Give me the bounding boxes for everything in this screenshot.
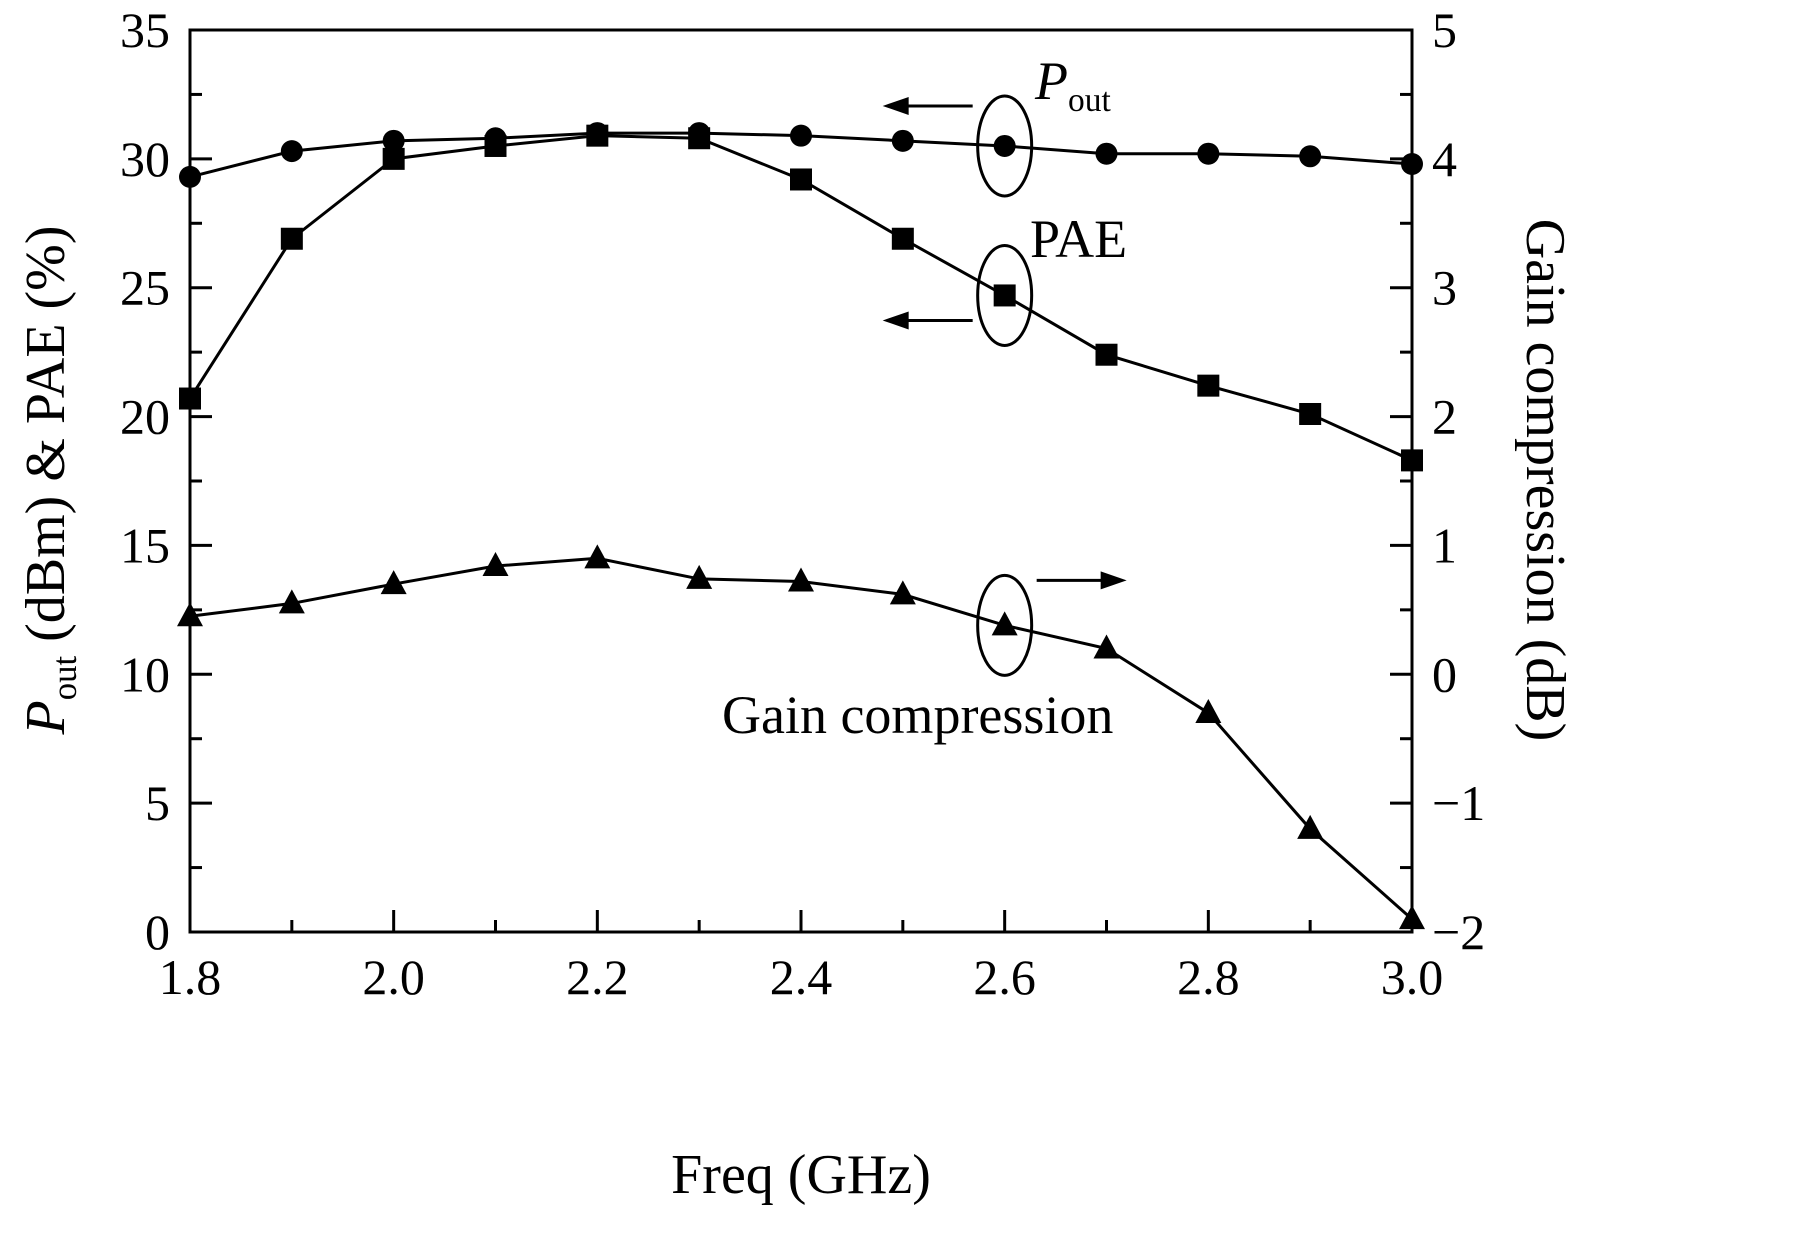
svg-text:−2: −2	[1432, 904, 1485, 960]
annotation-gain-compression: Gain compression	[722, 685, 1114, 745]
marker-circle	[790, 124, 812, 147]
annotation-pae: PAE	[1030, 209, 1128, 269]
y-axis-label-left: Pout (dBm) & PAE (%)	[14, 225, 84, 735]
pout-callout	[882, 94, 1034, 198]
series-gain-compression	[177, 544, 1425, 930]
marker-triangle	[584, 544, 611, 569]
svg-text:2: 2	[1432, 389, 1457, 445]
marker-circle	[1401, 153, 1423, 176]
svg-text:10: 10	[120, 646, 170, 702]
svg-text:0: 0	[1432, 646, 1457, 702]
tick-labels: 1.8 2.0 2.2 2.4 2.6 2.8 3.005101520253035−2−10…	[120, 2, 1485, 1005]
marker-square	[586, 124, 609, 147]
y-left-rest: (dBm) & PAE (%)	[15, 225, 77, 656]
svg-text:30: 30	[120, 131, 170, 187]
marker-circle	[1299, 145, 1322, 168]
marker-square	[688, 127, 711, 150]
svg-text:5: 5	[1432, 2, 1457, 58]
marker-square	[1401, 449, 1423, 472]
marker-circle	[993, 134, 1016, 157]
marker-square	[1197, 374, 1220, 397]
svg-text:5: 5	[145, 775, 170, 831]
axis-ticks	[188, 28, 1414, 934]
marker-circle	[382, 129, 405, 152]
marker-square	[1095, 343, 1118, 366]
marker-circle	[179, 165, 201, 188]
marker-triangle	[1195, 698, 1222, 723]
y-left-subscript: out	[45, 655, 85, 701]
svg-text:3.0: 3.0	[1381, 949, 1444, 1005]
marker-triangle	[889, 580, 916, 605]
plot-frame	[188, 28, 1414, 934]
marker-circle	[1095, 142, 1118, 165]
svg-text:20: 20	[120, 389, 170, 445]
svg-text:2.8: 2.8	[1177, 949, 1240, 1005]
marker-square	[1299, 402, 1322, 425]
svg-text:2.6: 2.6	[973, 949, 1036, 1005]
marker-triangle	[991, 611, 1018, 636]
marker-square	[280, 227, 303, 250]
svg-text:15: 15	[120, 517, 170, 573]
marker-circle	[1197, 142, 1220, 165]
y-left-symbol: P	[15, 700, 77, 735]
marker-square	[790, 168, 812, 191]
annotation-pout-symbol: P	[1035, 51, 1068, 111]
marker-triangle	[788, 567, 814, 592]
series-pae	[179, 124, 1423, 472]
pae-callout	[882, 243, 1034, 347]
marker-triangle	[686, 564, 713, 589]
marker-square	[993, 284, 1016, 307]
svg-text:3: 3	[1432, 260, 1457, 316]
marker-square	[484, 134, 507, 157]
arrow-right-icon	[1100, 571, 1127, 590]
marker-circle	[280, 140, 303, 163]
svg-text:35: 35	[120, 2, 170, 58]
marker-circle	[891, 129, 914, 152]
marker-triangle	[278, 589, 305, 614]
marker-square	[891, 227, 914, 250]
x-axis-label: Freq (GHz)	[671, 1144, 931, 1206]
marker-square	[382, 147, 405, 170]
annotation-pout-subscript: out	[1068, 81, 1111, 119]
svg-text:0: 0	[145, 904, 170, 960]
svg-text:1: 1	[1432, 517, 1457, 573]
marker-square	[179, 387, 201, 410]
marker-triangle	[177, 602, 203, 627]
svg-text:−1: −1	[1432, 775, 1485, 831]
arrow-left-icon	[882, 96, 909, 115]
svg-text:2.4: 2.4	[770, 949, 833, 1005]
svg-text:4: 4	[1432, 131, 1457, 187]
marker-triangle	[1297, 814, 1324, 839]
y-axis-label-right: Gain compression (dB)	[1514, 218, 1576, 742]
marker-triangle	[1399, 905, 1425, 930]
svg-text:2.0: 2.0	[362, 949, 425, 1005]
marker-triangle	[380, 570, 407, 595]
marker-triangle	[482, 552, 509, 577]
gain-compression-callout	[976, 571, 1127, 677]
svg-text:25: 25	[120, 260, 170, 316]
marker-triangle	[1093, 634, 1120, 659]
annotation-pout: Pout	[1035, 50, 1111, 117]
svg-text:2.2: 2.2	[566, 949, 629, 1005]
svg-text:1.8: 1.8	[159, 949, 222, 1005]
arrow-left-icon	[882, 311, 909, 330]
